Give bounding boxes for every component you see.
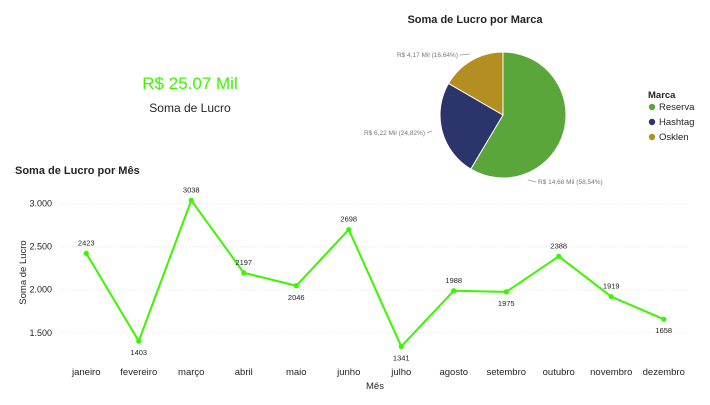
data-label: 2197 xyxy=(235,258,252,267)
data-point[interactable] xyxy=(503,289,509,295)
line-chart-title: Soma de Lucro por Mês xyxy=(15,165,140,177)
data-label: 3038 xyxy=(183,185,200,194)
data-label: 2046 xyxy=(288,293,305,302)
y-tick-label: 1.500 xyxy=(29,328,52,338)
data-point[interactable] xyxy=(556,253,562,259)
data-point[interactable] xyxy=(188,197,194,203)
data-label: 2388 xyxy=(550,241,567,250)
data-point[interactable] xyxy=(661,316,667,322)
data-point[interactable] xyxy=(83,250,89,256)
data-point[interactable] xyxy=(136,338,142,344)
x-tick-label: novembro xyxy=(590,367,632,378)
x-tick-label: fevereiro xyxy=(120,367,157,378)
data-point[interactable] xyxy=(608,294,614,300)
data-point[interactable] xyxy=(451,288,457,294)
kpi-label: Soma de Lucro xyxy=(149,101,231,115)
y-tick-label: 2.500 xyxy=(29,242,52,252)
data-point[interactable] xyxy=(293,283,299,289)
pie-chart-title: Soma de Lucro por Marca xyxy=(407,14,543,26)
x-tick-label: setembro xyxy=(486,367,526,378)
x-tick-label: outubro xyxy=(543,367,575,378)
x-tick-label: maio xyxy=(286,367,307,378)
x-tick-label: dezembro xyxy=(643,367,685,378)
data-label: 1975 xyxy=(498,299,515,308)
y-tick-label: 3.000 xyxy=(29,199,52,209)
kpi-value: R$ 25.07 Mil xyxy=(142,74,238,93)
x-tick-label: janeiro xyxy=(71,367,101,378)
data-point[interactable] xyxy=(346,227,352,233)
data-label: 2423 xyxy=(78,238,95,247)
x-tick-label: agosto xyxy=(439,367,468,378)
x-axis-title: Mês xyxy=(366,381,384,392)
x-tick-label: julho xyxy=(390,367,411,378)
y-axis-title: Soma de Lucro xyxy=(18,240,29,304)
data-label: 1988 xyxy=(445,276,462,285)
series-line xyxy=(85,199,665,348)
x-tick-label: março xyxy=(178,367,204,378)
data-label: 2698 xyxy=(340,215,357,224)
x-tick-label: junho xyxy=(336,367,360,378)
data-label: 1341 xyxy=(393,353,410,362)
y-tick-label: 2.000 xyxy=(29,285,52,295)
data-label: 1919 xyxy=(603,282,620,291)
x-tick-label: abril xyxy=(235,367,253,378)
data-point[interactable] xyxy=(241,270,247,276)
data-label: 1403 xyxy=(130,348,147,357)
data-point[interactable] xyxy=(398,343,404,350)
kpi-card: R$ 25.07 Mil Soma de Lucro xyxy=(95,72,285,122)
data-label: 1658 xyxy=(655,326,672,335)
